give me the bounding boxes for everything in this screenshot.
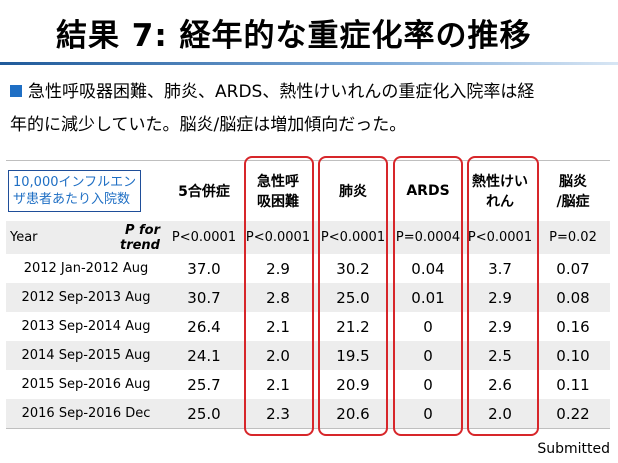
column-header: 脳炎/脳症 xyxy=(536,160,610,221)
value-cell: 20.6 xyxy=(314,399,392,429)
column-header: 肺炎 xyxy=(314,160,392,221)
column-header: 熱性けい れん xyxy=(464,160,536,221)
period-cell: 2014 Sep-2015 Aug xyxy=(6,341,166,370)
value-cell: 0.08 xyxy=(536,283,610,312)
value-cell: 25.0 xyxy=(166,399,242,429)
period-cell: 2012 Sep-2013 Aug xyxy=(6,283,166,312)
value-cell: 19.5 xyxy=(314,341,392,370)
value-cell: 24.1 xyxy=(166,341,242,370)
value-cell: 0 xyxy=(392,399,464,429)
value-cell: 0.07 xyxy=(556,259,590,278)
table-header-row: 10,000インフルエン ザ患者あたり入院数 5合併症 急性呼 吸困難 肺炎 ARD… xyxy=(6,160,610,221)
submitted-note: Submitted xyxy=(537,441,610,457)
table-row: 2012 Jan-2012 Aug 37.0 2.9 30.2 0.04 3.7… xyxy=(6,254,610,283)
p-trend-row: Year P for trend P<0.0001 P<0.0001 P<0.0… xyxy=(6,221,610,254)
p-value: P=0.02 xyxy=(536,221,610,254)
summary-line-2: 年的に減少していた。脳炎/脳症は増加傾向だった。 xyxy=(10,115,407,135)
value-cell: 3.7 xyxy=(488,259,512,278)
value-cell: 0 xyxy=(423,317,433,336)
table-row: 2014 Sep-2015 Aug 24.1 2.0 19.5 0 2.5 0.… xyxy=(6,341,610,370)
value-cell: 21.2 xyxy=(336,317,370,336)
period-cell: 2016 Sep-2016 Dec xyxy=(6,399,166,429)
p-value: P=0.0004 xyxy=(392,221,464,254)
p-value: P<0.0001 xyxy=(166,221,242,254)
title-underline xyxy=(0,62,618,65)
value-cell: 2.1 xyxy=(266,317,290,336)
value-cell: 0 xyxy=(423,375,433,394)
period-cell: 2013 Sep-2014 Aug xyxy=(21,319,151,334)
square-bullet-icon xyxy=(10,85,22,97)
value-cell: 30.7 xyxy=(166,283,242,312)
table-row: 2015 Sep-2016 Aug 25.7 2.1 20.9 0 2.6 0.… xyxy=(6,370,610,399)
p-value: P<0.0001 xyxy=(464,221,536,254)
value-cell: 0.10 xyxy=(536,341,610,370)
value-cell: 26.4 xyxy=(187,317,221,336)
value-cell: 2.9 xyxy=(266,259,290,278)
table-row: 2012 Sep-2013 Aug 30.7 2.8 25.0 0.01 2.9… xyxy=(6,283,610,312)
value-cell: 2.9 xyxy=(464,283,536,312)
period-cell: 2015 Sep-2016 Aug xyxy=(21,377,151,392)
p-value: P<0.0001 xyxy=(314,221,392,254)
value-cell: 2.1 xyxy=(266,375,290,394)
table-row: 2013 Sep-2014 Aug 26.4 2.1 21.2 0 2.9 0.… xyxy=(6,312,610,341)
unit-label-box: 10,000インフルエン ザ患者あたり入院数 xyxy=(8,170,142,212)
value-cell: 2.8 xyxy=(242,283,314,312)
column-header: 5合併症 xyxy=(166,160,242,221)
summary-line-1: 急性呼吸器困難、肺炎、ARDS、熱性けいれんの重症化入院率は経 xyxy=(10,76,610,109)
value-cell: 0.22 xyxy=(536,399,610,429)
p-for-trend-label: P for trend xyxy=(88,221,166,254)
value-cell: 20.9 xyxy=(336,375,370,394)
p-value: P<0.0001 xyxy=(242,221,314,254)
value-cell: 0.04 xyxy=(411,259,445,278)
value-cell: 2.0 xyxy=(242,341,314,370)
value-cell: 2.0 xyxy=(464,399,536,429)
value-cell: 0.01 xyxy=(392,283,464,312)
severity-rate-table: 10,000インフルエン ザ患者あたり入院数 5合併症 急性呼 吸困難 肺炎 ARD… xyxy=(6,160,610,429)
period-cell: 2012 Jan-2012 Aug xyxy=(23,261,149,276)
year-label: Year xyxy=(6,221,88,254)
value-cell: 37.0 xyxy=(187,259,221,278)
value-cell: 25.7 xyxy=(187,375,221,394)
value-cell: 2.5 xyxy=(464,341,536,370)
summary-text: 急性呼吸器困難、肺炎、ARDS、熱性けいれんの重症化入院率は経 年的に減少してい… xyxy=(10,76,610,142)
column-header: ARDS xyxy=(392,160,464,221)
value-cell: 0 xyxy=(392,341,464,370)
unit-label-cell: 10,000インフルエン ザ患者あたり入院数 xyxy=(6,160,166,221)
value-cell: 2.9 xyxy=(488,317,512,336)
value-cell: 25.0 xyxy=(314,283,392,312)
page-title: 結果 7: 経年的な重症化率の推移 xyxy=(56,18,532,54)
value-cell: 30.2 xyxy=(336,259,370,278)
value-cell: 0.16 xyxy=(556,317,590,336)
value-cell: 2.3 xyxy=(242,399,314,429)
value-cell: 0.11 xyxy=(556,375,590,394)
column-header: 急性呼 吸困難 xyxy=(242,160,314,221)
table-row: 2016 Sep-2016 Dec 25.0 2.3 20.6 0 2.0 0.… xyxy=(6,399,610,429)
value-cell: 2.6 xyxy=(488,375,512,394)
